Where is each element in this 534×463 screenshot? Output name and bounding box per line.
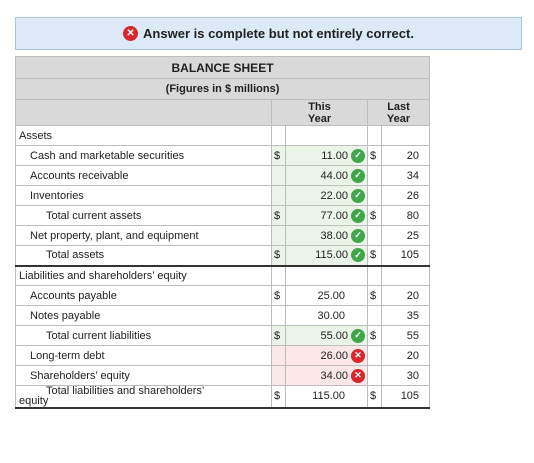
x-circle-icon: ✕: [123, 26, 139, 41]
check-circle-icon: ✓: [351, 228, 365, 243]
answer-input[interactable]: 11.00: [321, 149, 348, 162]
feedback-text: Answer is complete but not entirely corr…: [143, 26, 414, 41]
row-label: Shareholders’ equity: [15, 365, 272, 386]
table-row: Net property, plant, and equipment 38.00…: [15, 225, 431, 246]
table-row: Total current assets $ 77.00 ✓ $ 80: [15, 205, 431, 226]
currency-symbol: $: [271, 145, 286, 166]
last-year-value: 35: [380, 305, 431, 326]
answer-input[interactable]: 22.00: [320, 189, 348, 202]
check-circle-icon: ✓: [351, 208, 365, 223]
row-label: Net property, plant, and equipment: [15, 225, 272, 246]
table-row: Total current liabilities $ 55.00 ✓ $ 55: [15, 325, 431, 346]
section-label-liabilities: Liabilities and shareholders’ equity: [15, 265, 272, 286]
check-circle-icon: ✓: [351, 188, 365, 203]
currency-symbol: $: [367, 325, 382, 346]
currency-symbol: $: [271, 385, 286, 409]
last-year-value: 20: [380, 145, 431, 166]
table-row: Total assets $ 115.00 ✓ $ 105: [15, 245, 431, 267]
answer-input[interactable]: 44.00: [320, 169, 348, 182]
table-row: Liabilities and shareholders’ equity: [15, 265, 431, 286]
last-year-value: 55: [380, 325, 431, 346]
answer-input[interactable]: 38.00: [320, 229, 348, 242]
last-year-value: 105: [380, 245, 431, 267]
section-label-assets: Assets: [15, 125, 272, 146]
table-subtitle-row: (Figures in $ millions): [14, 78, 431, 100]
this-year-value: 115.00: [285, 385, 368, 409]
balance-sheet-table: BALANCE SHEET (Figures in $ millions) Th…: [14, 56, 431, 409]
row-label: Notes payable: [15, 305, 272, 326]
last-year-value: 25: [380, 225, 431, 246]
this-year-value: 30.00: [285, 305, 368, 326]
row-label: Accounts payable: [15, 285, 272, 306]
table-subtitle: (Figures in $ millions): [14, 78, 431, 100]
row-label: Accounts receivable: [15, 165, 272, 186]
last-year-value: 105: [380, 385, 431, 409]
answer-input[interactable]: 34.00: [320, 369, 348, 382]
currency-symbol: $: [271, 245, 286, 267]
currency-symbol: $: [367, 385, 382, 409]
row-label: Cash and marketable securities: [15, 145, 272, 166]
row-label: Total current liabilities: [15, 325, 272, 346]
check-circle-icon: ✓: [351, 148, 365, 163]
table-title-row: BALANCE SHEET: [14, 56, 431, 79]
this-year-value: 25.00: [285, 285, 368, 306]
answer-input[interactable]: 55.00: [320, 329, 348, 342]
currency-symbol: $: [367, 285, 382, 306]
table-row: Cash and marketable securities $ 11.00 ✓ …: [15, 145, 431, 166]
check-circle-icon: ✓: [351, 168, 365, 183]
currency-symbol: $: [367, 145, 382, 166]
feedback-banner: ✕ Answer is complete but not entirely co…: [15, 17, 522, 50]
answer-input[interactable]: 115.00: [315, 249, 348, 262]
table-row: Inventories 22.00 ✓ 26: [15, 185, 431, 206]
currency-symbol: $: [367, 205, 382, 226]
x-circle-icon: ✕: [351, 368, 365, 383]
currency-symbol: $: [367, 245, 382, 267]
table-row: Long-term debt 26.00 ✕ 20: [15, 345, 431, 366]
table-row: Assets: [15, 125, 431, 146]
last-year-value: 30: [380, 365, 431, 386]
last-year-value: 20: [380, 285, 431, 306]
table-row: Total liabilities and shareholders’ equit…: [15, 385, 431, 409]
table-row: Shareholders’ equity 34.00 ✕ 30: [15, 365, 431, 386]
column-header-last-year: Last Year: [366, 99, 431, 126]
answer-input[interactable]: 26.00: [320, 349, 348, 362]
table-row: Accounts receivable 44.00 ✓ 34: [15, 165, 431, 186]
table-row: Accounts payable $ 25.00 $ 20: [15, 285, 431, 306]
answer-input[interactable]: 77.00: [320, 209, 348, 222]
x-circle-icon: ✕: [351, 348, 365, 363]
row-label: Long-term debt: [15, 345, 272, 366]
check-circle-icon: ✓: [351, 248, 365, 263]
currency-symbol: $: [271, 205, 286, 226]
last-year-value: 80: [380, 205, 431, 226]
row-label: Total assets: [15, 245, 272, 267]
check-circle-icon: ✓: [351, 328, 365, 343]
last-year-value: 20: [380, 345, 431, 366]
row-label: Inventories: [15, 185, 272, 206]
row-label: Total liabilities and shareholders’ equit…: [15, 385, 272, 409]
last-year-value: 26: [380, 185, 431, 206]
table-title: BALANCE SHEET: [14, 56, 431, 79]
currency-symbol: $: [271, 325, 286, 346]
currency-symbol: $: [271, 285, 286, 306]
last-year-value: 34: [380, 165, 431, 186]
row-label: Total current assets: [15, 205, 272, 226]
table-row: Notes payable 30.00 35: [15, 305, 431, 326]
column-header-this-year: This Year: [271, 99, 368, 126]
column-header-row: This Year Last Year: [15, 99, 431, 126]
